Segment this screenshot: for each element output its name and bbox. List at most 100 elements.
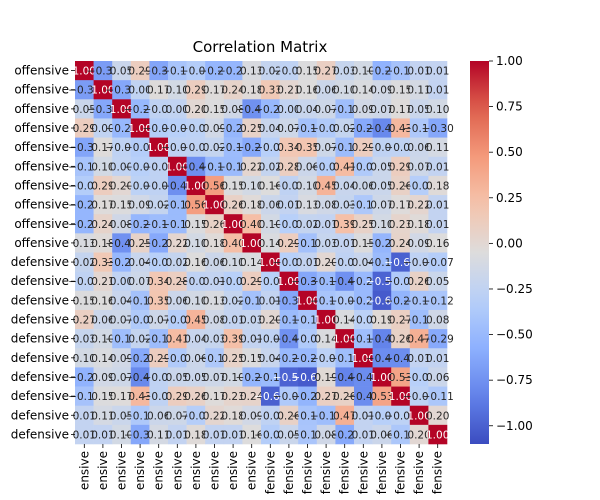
cell-value-label: 0.15 [184, 219, 207, 231]
cell-value-label: 0.05 [110, 66, 133, 78]
heatmap-cell [168, 118, 187, 138]
cell-value-label: 0.02 [73, 257, 96, 269]
heatmap-cell [112, 175, 132, 196]
cell-value-label: 1.00 [166, 161, 189, 173]
heatmap-cell [168, 195, 187, 215]
cell-value-label: 0.18 [203, 238, 226, 250]
cell-value-label: 0.18 [91, 238, 114, 250]
cell-value-label: −0.19 [310, 276, 342, 288]
cell-value-label: −0.01 [143, 372, 175, 384]
heatmap-cell [409, 424, 429, 445]
cell-value-label: 0.01 [426, 161, 449, 173]
heatmap-cell [149, 156, 169, 177]
heatmap-cell [186, 61, 206, 81]
heatmap-cell [391, 271, 411, 292]
heatmap-cell [391, 156, 411, 177]
heatmap-cell [409, 175, 429, 196]
cell-value-label: −0.24 [68, 372, 100, 384]
cell-value-label: −0.18 [217, 142, 249, 154]
row-tick-label: offensive [14, 140, 69, 154]
cell-value-label: 0.28 [277, 161, 300, 173]
heatmap-cell [279, 175, 299, 196]
column-tick-label: fensive [282, 451, 296, 494]
heatmap-cell [223, 175, 243, 196]
heatmap-cell [298, 309, 318, 330]
cell-value-label: 0.21 [277, 85, 300, 97]
cell-value-label: 0.29 [147, 353, 170, 365]
heatmap-cell [130, 118, 150, 138]
cell-value-label: 0.07 [166, 410, 189, 422]
heatmap-cell [149, 290, 169, 311]
heatmap-cell [130, 252, 150, 272]
cell-value-label: 0.06 [91, 315, 115, 327]
heatmap-cell [316, 329, 336, 349]
heatmap-cell [428, 156, 448, 177]
cell-value-label: 0.04 [259, 123, 283, 135]
heatmap-cell [223, 118, 243, 138]
cell-value-label: 0.29 [91, 180, 114, 192]
cell-value-label: 0.06 [426, 372, 450, 384]
heatmap-cell [372, 137, 392, 158]
heatmap-cell [298, 99, 318, 119]
cell-value-label: 0.10 [184, 295, 207, 307]
heatmap-cell [223, 137, 243, 158]
column-tick-label: fensive [338, 451, 352, 494]
cell-value-label: 0.02 [203, 142, 226, 154]
heatmap-cell [75, 329, 94, 349]
heatmap-cell [279, 405, 299, 426]
heatmap-cell [242, 329, 262, 349]
heatmap-cell [261, 348, 280, 368]
cell-value-label: 0.41 [166, 334, 189, 346]
row-tick-label: offensive [14, 159, 69, 173]
heatmap-cell [316, 348, 336, 368]
cell-value-label: 0.14 [352, 85, 376, 97]
colorbar-tick-label: 0.50 [496, 145, 523, 159]
heatmap-cell [205, 214, 225, 234]
cell-value-label: 0.10 [352, 66, 375, 78]
heatmap-cell [149, 252, 169, 272]
cell-value-label: 0.40 [221, 238, 244, 250]
heatmap-cell [223, 424, 243, 445]
cell-value-label: −0.09 [273, 391, 305, 403]
heatmap-cell [75, 61, 94, 81]
cell-value-label: 0.01 [426, 66, 449, 78]
cell-value-label: 0.01 [221, 429, 244, 441]
heatmap-cell [93, 405, 113, 426]
heatmap-cell [223, 61, 243, 81]
heatmap-cell [298, 156, 318, 177]
heatmap-cell [186, 386, 206, 406]
column-tick-label: ensive [96, 451, 110, 490]
cell-value-label: 0.05 [110, 410, 133, 422]
cell-value-label: 0.08 [110, 219, 133, 231]
heatmap-cell [242, 348, 262, 368]
cell-value-label: 0.28 [166, 276, 189, 288]
cell-value-label: −0.01 [161, 142, 193, 154]
heatmap-cell [205, 405, 225, 426]
cell-value-label: 0.53 [370, 391, 393, 403]
heatmap-cell [168, 309, 187, 330]
colorbar-tick-label: 0.00 [496, 236, 523, 250]
heatmap-cell [298, 290, 318, 311]
heatmap-cell [279, 386, 299, 406]
heatmap-cell [130, 367, 150, 387]
cell-value-label: −0.22 [236, 372, 268, 384]
cell-value-label: 0.04 [259, 353, 283, 365]
heatmap-cell [93, 80, 113, 100]
heatmap-cell [93, 118, 113, 138]
cell-value-label: 0.26 [389, 180, 413, 192]
cell-value-label: 0.01 [73, 429, 96, 441]
heatmap-cell [409, 329, 429, 349]
heatmap-cell [205, 175, 225, 196]
cell-value-label: 0.25 [352, 219, 375, 231]
cell-value-label: −0.05 [254, 142, 286, 154]
cell-value-label: −0.07 [254, 429, 286, 441]
cell-value-label: 0.13 [240, 66, 263, 78]
cell-value-label: 0.16 [91, 295, 115, 307]
cell-value-label: 0.10 [110, 429, 133, 441]
heatmap-cell [354, 329, 373, 349]
cell-value-label: 1.00 [259, 257, 282, 269]
heatmap-cell [428, 348, 448, 368]
cell-value-label: −0.10 [124, 410, 156, 422]
heatmap-cell [168, 271, 187, 292]
cell-value-label: 0.21 [91, 276, 114, 288]
